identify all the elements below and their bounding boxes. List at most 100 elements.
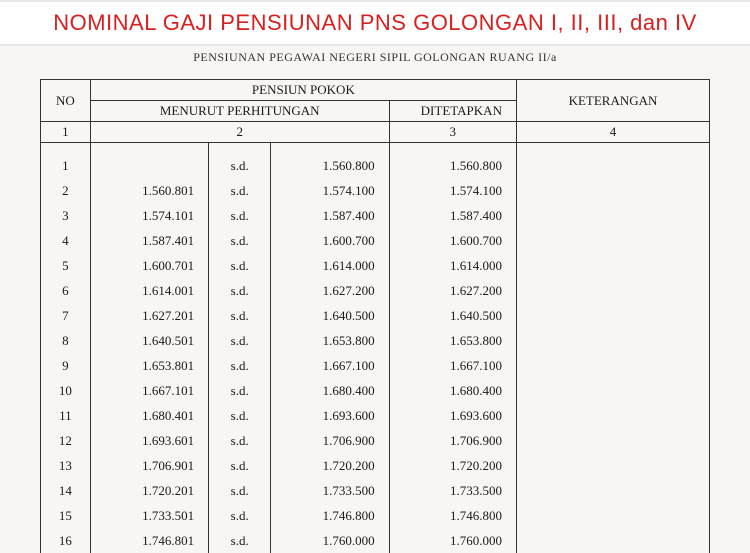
cell-no: 2 — [41, 178, 91, 203]
cell-to: 1.693.600 — [271, 403, 389, 428]
table-row: 81.640.501s.d.1.653.8001.653.800 — [41, 328, 710, 353]
cell-from: 1.614.001 — [90, 278, 208, 303]
cell-no: 5 — [41, 253, 91, 278]
cell-from: 1.653.801 — [90, 353, 208, 378]
th-menurut: MENURUT PERHITUNGAN — [90, 101, 389, 122]
table-row: 51.600.701s.d.1.614.0001.614.000 — [41, 253, 710, 278]
cell-keterangan — [516, 428, 709, 453]
cell-keterangan — [516, 453, 709, 478]
cell-keterangan — [516, 178, 709, 203]
colnum-4: 4 — [516, 122, 709, 143]
cell-keterangan — [516, 528, 709, 553]
cell-from: 1.693.601 — [90, 428, 208, 453]
cell-keterangan — [516, 378, 709, 403]
cell-no: 1 — [41, 153, 91, 178]
table-row: 71.627.201s.d.1.640.5001.640.500 — [41, 303, 710, 328]
table-row: 61.614.001s.d.1.627.2001.627.200 — [41, 278, 710, 303]
cell-no: 14 — [41, 478, 91, 503]
cell-ditetapkan: 1.693.600 — [389, 403, 516, 428]
cell-sd: s.d. — [209, 453, 271, 478]
cell-keterangan — [516, 153, 709, 178]
cell-no: 11 — [41, 403, 91, 428]
cell-ditetapkan: 1.760.000 — [389, 528, 516, 553]
cell-ditetapkan: 1.653.800 — [389, 328, 516, 353]
cell-ditetapkan: 1.733.500 — [389, 478, 516, 503]
cell-keterangan — [516, 478, 709, 503]
table-row: 41.587.401s.d.1.600.7001.600.700 — [41, 228, 710, 253]
cell-ditetapkan: 1.640.500 — [389, 303, 516, 328]
table-row: 151.733.501s.d.1.746.8001.746.800 — [41, 503, 710, 528]
cell-to: 1.746.800 — [271, 503, 389, 528]
cell-keterangan — [516, 353, 709, 378]
cell-to: 1.614.000 — [271, 253, 389, 278]
cell-from: 1.733.501 — [90, 503, 208, 528]
cell-to: 1.574.100 — [271, 178, 389, 203]
cell-keterangan — [516, 403, 709, 428]
cell-to: 1.627.200 — [271, 278, 389, 303]
subtitle: PENSIUNAN PEGAWAI NEGERI SIPIL GOLONGAN … — [0, 50, 750, 65]
cell-sd: s.d. — [209, 178, 271, 203]
cell-ditetapkan: 1.600.700 — [389, 228, 516, 253]
cell-from: 1.627.201 — [90, 303, 208, 328]
table-body: 1s.d.1.560.8001.560.80021.560.801s.d.1.5… — [41, 143, 710, 553]
colnum-2: 2 — [90, 122, 389, 143]
table-row: 111.680.401s.d.1.693.6001.693.600 — [41, 403, 710, 428]
page-title: NOMINAL GAJI PENSIUNAN PNS GOLONGAN I, I… — [0, 10, 750, 36]
cell-ditetapkan: 1.746.800 — [389, 503, 516, 528]
cell-to: 1.720.200 — [271, 453, 389, 478]
cell-sd: s.d. — [209, 203, 271, 228]
pension-table-wrap: NO PENSIUN POKOK KETERANGAN MENURUT PERH… — [40, 79, 710, 553]
table-row: 21.560.801s.d.1.574.1001.574.100 — [41, 178, 710, 203]
table-row: 1s.d.1.560.8001.560.800 — [41, 153, 710, 178]
colnum-1: 1 — [41, 122, 91, 143]
cell-from: 1.560.801 — [90, 178, 208, 203]
cell-sd: s.d. — [209, 478, 271, 503]
cell-keterangan — [516, 503, 709, 528]
cell-ditetapkan: 1.680.400 — [389, 378, 516, 403]
cell-keterangan — [516, 228, 709, 253]
th-ditetapkan: DITETAPKAN — [389, 101, 516, 122]
cell-from: 1.720.201 — [90, 478, 208, 503]
colnum-3: 3 — [389, 122, 516, 143]
cell-sd: s.d. — [209, 528, 271, 553]
cell-from: 1.574.101 — [90, 203, 208, 228]
table-row: 121.693.601s.d.1.706.9001.706.900 — [41, 428, 710, 453]
cell-to: 1.667.100 — [271, 353, 389, 378]
cell-to: 1.760.000 — [271, 528, 389, 553]
cell-to: 1.560.800 — [271, 153, 389, 178]
cell-sd: s.d. — [209, 303, 271, 328]
cell-sd: s.d. — [209, 428, 271, 453]
cell-from: 1.746.801 — [90, 528, 208, 553]
cell-from: 1.680.401 — [90, 403, 208, 428]
table-row: 91.653.801s.d.1.667.1001.667.100 — [41, 353, 710, 378]
cell-sd: s.d. — [209, 353, 271, 378]
cell-from: 1.706.901 — [90, 453, 208, 478]
cell-to: 1.653.800 — [271, 328, 389, 353]
table-row: 101.667.101s.d.1.680.4001.680.400 — [41, 378, 710, 403]
cell-sd: s.d. — [209, 278, 271, 303]
cell-keterangan — [516, 253, 709, 278]
cell-no: 7 — [41, 303, 91, 328]
cell-ditetapkan: 1.614.000 — [389, 253, 516, 278]
title-banner: NOMINAL GAJI PENSIUNAN PNS GOLONGAN I, I… — [0, 0, 750, 46]
cell-ditetapkan: 1.667.100 — [389, 353, 516, 378]
cell-ditetapkan: 1.706.900 — [389, 428, 516, 453]
cell-no: 13 — [41, 453, 91, 478]
cell-to: 1.706.900 — [271, 428, 389, 453]
cell-sd: s.d. — [209, 503, 271, 528]
cell-no: 6 — [41, 278, 91, 303]
cell-ditetapkan: 1.574.100 — [389, 178, 516, 203]
cell-ditetapkan: 1.627.200 — [389, 278, 516, 303]
cell-from: 1.667.101 — [90, 378, 208, 403]
pension-table: NO PENSIUN POKOK KETERANGAN MENURUT PERH… — [40, 79, 710, 553]
cell-no: 15 — [41, 503, 91, 528]
cell-no: 10 — [41, 378, 91, 403]
cell-to: 1.680.400 — [271, 378, 389, 403]
cell-no: 9 — [41, 353, 91, 378]
th-pensiun-pokok: PENSIUN POKOK — [90, 80, 516, 101]
cell-ditetapkan: 1.587.400 — [389, 203, 516, 228]
cell-no: 16 — [41, 528, 91, 553]
table-row: 141.720.201s.d.1.733.5001.733.500 — [41, 478, 710, 503]
cell-ditetapkan: 1.720.200 — [389, 453, 516, 478]
cell-sd: s.d. — [209, 403, 271, 428]
